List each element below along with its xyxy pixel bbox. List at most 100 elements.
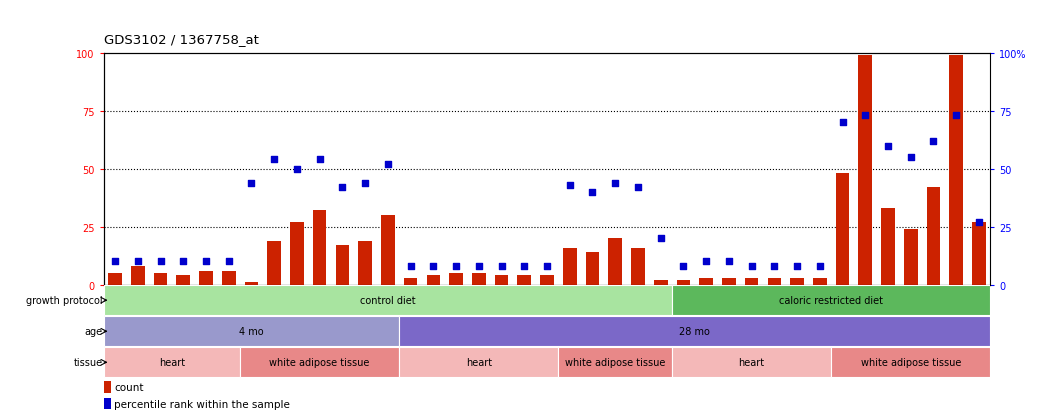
Bar <box>790 278 804 285</box>
Bar <box>767 278 781 285</box>
Bar <box>472 273 485 285</box>
Bar <box>176 276 190 285</box>
Text: caloric restricted diet: caloric restricted diet <box>779 295 884 306</box>
Point <box>538 263 555 270</box>
Text: percentile rank within the sample: percentile rank within the sample <box>114 399 290 408</box>
Bar <box>245 282 258 285</box>
Bar <box>672 286 990 316</box>
Bar <box>558 347 672 377</box>
Point <box>561 182 578 189</box>
Point <box>152 259 169 265</box>
Text: heart: heart <box>466 357 492 368</box>
Point <box>380 161 396 168</box>
Bar <box>336 246 349 285</box>
Point <box>902 154 919 161</box>
Bar <box>449 273 463 285</box>
Bar <box>540 276 554 285</box>
Bar <box>672 347 832 377</box>
Point <box>607 180 623 187</box>
Bar <box>950 56 963 285</box>
Point <box>221 259 237 265</box>
Text: heart: heart <box>738 357 764 368</box>
Point <box>448 263 465 270</box>
Bar <box>399 317 990 346</box>
Point <box>243 180 259 187</box>
Point <box>698 259 714 265</box>
Bar <box>586 253 599 285</box>
Text: tissue: tissue <box>74 357 103 368</box>
Point <box>357 180 373 187</box>
Bar <box>832 347 990 377</box>
Point <box>857 113 873 119</box>
Text: 28 mo: 28 mo <box>679 326 710 337</box>
Point <box>175 259 192 265</box>
Point <box>971 219 987 226</box>
Bar <box>104 286 672 316</box>
Bar <box>104 381 111 393</box>
Point <box>629 185 646 191</box>
Bar <box>609 239 622 285</box>
Point <box>925 138 942 145</box>
Text: growth protocol: growth protocol <box>26 295 103 306</box>
Point <box>812 263 829 270</box>
Bar <box>313 211 327 285</box>
Bar <box>632 248 645 285</box>
Bar <box>904 230 918 285</box>
Bar <box>199 271 213 285</box>
Point <box>471 263 487 270</box>
Point <box>652 235 669 242</box>
Bar <box>381 216 395 285</box>
Text: heart: heart <box>159 357 185 368</box>
Point <box>584 189 600 196</box>
Point <box>107 259 123 265</box>
Bar <box>222 271 235 285</box>
Bar <box>676 280 691 285</box>
Point <box>494 263 510 270</box>
Point <box>198 259 215 265</box>
Bar <box>268 241 281 285</box>
Text: white adipose tissue: white adipose tissue <box>861 357 961 368</box>
Bar <box>836 174 849 285</box>
Bar <box>495 276 508 285</box>
Point <box>766 263 783 270</box>
Bar <box>813 278 826 285</box>
Point <box>130 259 146 265</box>
Text: white adipose tissue: white adipose tissue <box>270 357 370 368</box>
Bar <box>927 188 941 285</box>
Text: control diet: control diet <box>360 295 416 306</box>
Point <box>311 157 328 164</box>
Bar <box>241 347 399 377</box>
Point <box>789 263 806 270</box>
Text: age: age <box>85 326 103 337</box>
Bar <box>104 285 990 331</box>
Bar <box>745 278 758 285</box>
Bar <box>399 347 558 377</box>
Bar <box>403 278 418 285</box>
Bar <box>153 273 167 285</box>
Bar <box>104 317 399 346</box>
Bar <box>108 273 122 285</box>
Bar <box>426 276 440 285</box>
Point <box>402 263 419 270</box>
Bar <box>359 241 372 285</box>
Point <box>834 120 850 126</box>
Text: white adipose tissue: white adipose tissue <box>565 357 666 368</box>
Point <box>425 263 442 270</box>
Text: count: count <box>114 382 143 392</box>
Bar <box>104 398 111 409</box>
Bar <box>290 223 304 285</box>
Point <box>334 185 351 191</box>
Bar <box>517 276 531 285</box>
Bar <box>722 278 735 285</box>
Point <box>948 113 964 119</box>
Point <box>516 263 533 270</box>
Bar <box>104 347 241 377</box>
Point <box>744 263 760 270</box>
Bar <box>881 209 895 285</box>
Text: 4 mo: 4 mo <box>240 326 263 337</box>
Point <box>879 143 896 150</box>
Point <box>721 259 737 265</box>
Bar <box>972 223 986 285</box>
Bar <box>699 278 713 285</box>
Point <box>675 263 692 270</box>
